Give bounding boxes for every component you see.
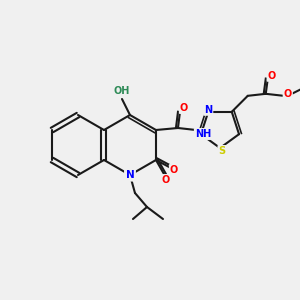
Text: O: O bbox=[170, 165, 178, 175]
Text: OH: OH bbox=[114, 86, 130, 96]
Text: O: O bbox=[284, 89, 292, 99]
Text: S: S bbox=[218, 146, 226, 156]
Text: O: O bbox=[268, 71, 276, 81]
Text: N: N bbox=[204, 105, 212, 115]
Text: N: N bbox=[126, 170, 134, 180]
Text: NH: NH bbox=[195, 129, 211, 139]
Text: O: O bbox=[162, 175, 170, 185]
Text: O: O bbox=[180, 103, 188, 113]
Text: N: N bbox=[126, 170, 134, 180]
